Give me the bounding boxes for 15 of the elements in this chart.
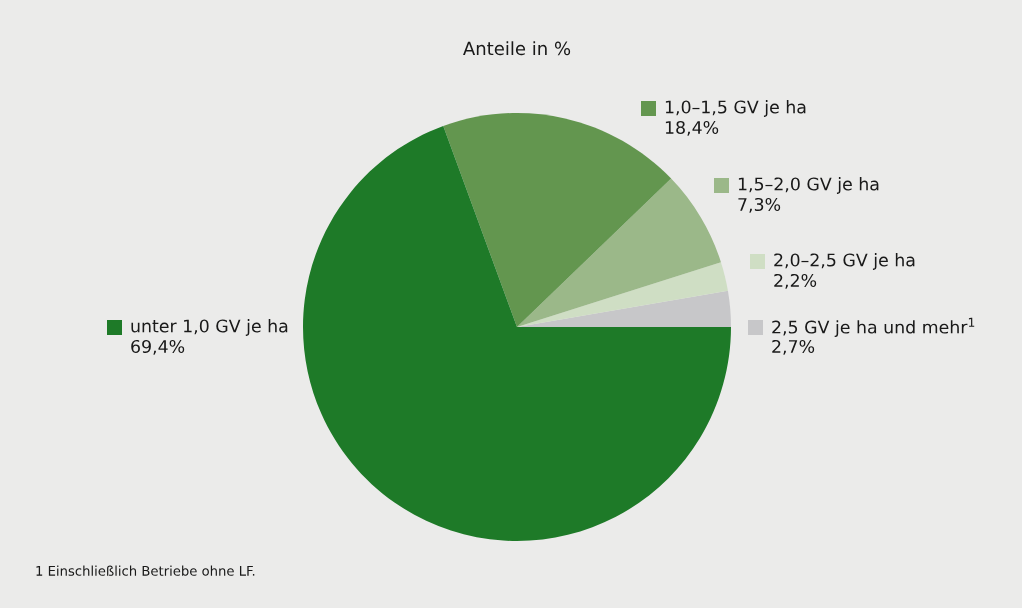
pie-slice bbox=[517, 262, 728, 327]
legend-label: 2,5 GV je ha und mehr$^{1}$ bbox=[772, 317, 975, 337]
chart-title: Anteile in % bbox=[463, 41, 571, 56]
pie-slice bbox=[517, 290, 731, 327]
legend-label: 2,0–2,5 GV je ha bbox=[774, 253, 915, 270]
data-label: 2,2% bbox=[774, 273, 817, 289]
data-label: 18,4% bbox=[665, 120, 719, 136]
text: 1 Einschließlich Betriebe ohne LF. bbox=[36, 565, 255, 576]
data-label: 69,4% bbox=[131, 339, 185, 355]
data-label: 2,7% bbox=[772, 339, 815, 355]
legend-label: 1,5–2,0 GV je ha bbox=[738, 177, 879, 194]
legend-label: 1,0–1,5 GV je ha bbox=[665, 100, 806, 117]
pie-slice bbox=[517, 178, 721, 327]
data-label: 7,3% bbox=[738, 197, 781, 213]
legend-label: unter 1,0 GV je ha bbox=[131, 319, 288, 336]
